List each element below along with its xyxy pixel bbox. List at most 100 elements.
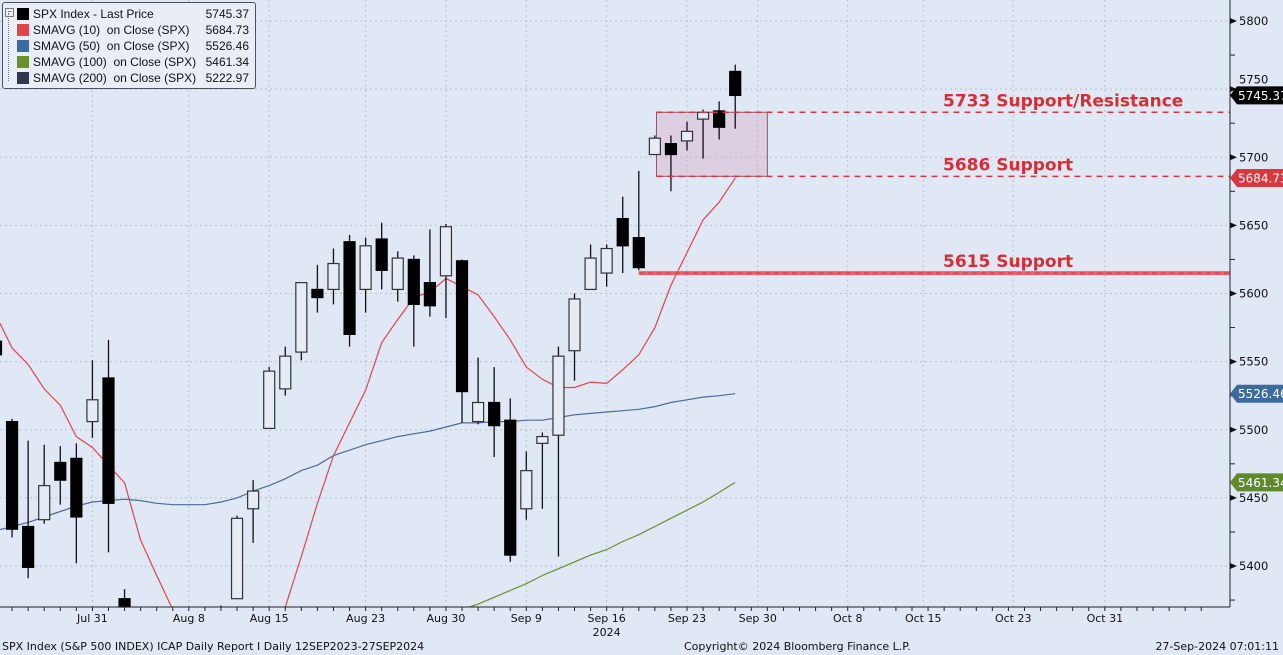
candle-down <box>713 110 726 128</box>
last-value-tag-text: 5745.37 <box>1238 89 1283 103</box>
x-tick-label: Sep 23 <box>668 612 706 625</box>
y-tick-label: 5500 <box>1239 423 1268 437</box>
legend-value: 5684.73 <box>205 23 249 37</box>
candle-down <box>616 217 629 247</box>
y-tick <box>1230 290 1237 297</box>
candle-up <box>552 355 565 436</box>
x-tick-label: Aug 30 <box>426 612 465 625</box>
legend-item: SPX Index - Last Price 5745.37 <box>17 6 251 22</box>
candle-down <box>664 143 678 156</box>
collapse-icon[interactable]: − <box>5 8 14 17</box>
y-tick-label: 5400 <box>1239 559 1268 573</box>
legend-item: SMAVG (50) on Close (SPX) 5526.46 <box>17 38 251 54</box>
y-tick <box>1230 494 1237 501</box>
candle-up <box>648 137 661 156</box>
legend-item: SMAVG (200) on Close (SPX) 5222.97 <box>17 70 251 86</box>
candlestick-chart: 5733 Support/Resistance 5686 Support 5615 … <box>0 0 1283 639</box>
candle-up <box>696 111 710 120</box>
legend: − SPX Index - Last Price 5745.37 SMAVG (10… <box>2 2 256 89</box>
candle-up <box>584 257 597 291</box>
x-tick-label: Sep 16 <box>588 612 626 625</box>
legend-label: SMAVG (100) on Close (SPX) <box>33 55 197 69</box>
candle-down <box>632 237 645 269</box>
y-tick-label: 5600 <box>1239 287 1268 301</box>
y-tick-label: 5450 <box>1239 491 1268 505</box>
legend-item: SMAVG (10) on Close (SPX) 5684.73 <box>17 22 251 38</box>
y-tick <box>1230 358 1237 365</box>
candle-down <box>118 598 131 608</box>
last-value-tag <box>1230 384 1283 403</box>
legend-label: SMAVG (200) on Close (SPX) <box>33 71 197 85</box>
legend-tree-lines <box>8 13 15 81</box>
y-tick-label: 5550 <box>1239 355 1268 369</box>
candle-up <box>86 399 99 423</box>
x-tick-label: Jul 31 <box>76 612 108 625</box>
candle-up <box>520 470 533 510</box>
legend-swatch <box>17 24 29 36</box>
x-tick-label: Aug 15 <box>250 612 289 625</box>
last-value-tag <box>1230 169 1283 188</box>
y-tick <box>1230 426 1237 433</box>
legend-item: SMAVG (100) on Close (SPX) 5461.34 <box>17 54 251 70</box>
candle-down <box>375 238 388 271</box>
candle-up <box>279 355 292 390</box>
candle-up <box>359 245 372 291</box>
candle-up <box>391 257 404 291</box>
x-tick-label: Aug 23 <box>346 612 385 625</box>
legend-swatch <box>17 8 29 20</box>
x-tick-label: Sep 9 <box>511 612 542 625</box>
y-tick <box>1230 86 1237 93</box>
gridlines <box>0 0 1230 607</box>
legend-value: 5222.97 <box>205 71 249 85</box>
candle-up <box>295 282 308 353</box>
legend-swatch <box>17 40 29 52</box>
candle-up <box>327 262 340 291</box>
candle-down <box>423 282 436 307</box>
candle-up <box>230 517 244 600</box>
x-tick-label: Oct 23 <box>995 612 1032 625</box>
candle-up <box>439 226 453 277</box>
y-tick <box>1230 222 1237 229</box>
candle-down <box>343 241 356 335</box>
candle-up <box>680 130 694 142</box>
candle-down <box>70 457 83 518</box>
last-value-tag-text: 5526.46 <box>1238 387 1283 401</box>
candle-down <box>22 525 35 568</box>
legend-label: SMAVG (10) on Close (SPX) <box>33 23 190 37</box>
x-tick-label: Oct 8 <box>833 612 863 625</box>
axes: 5400 5450 5500 5550 5600 5650 5700 5750 5800 Jul … <box>0 0 1283 639</box>
legend-swatch <box>17 56 29 68</box>
last-value-tag-text: 5461.34 <box>1238 476 1283 490</box>
y-tick <box>1230 18 1237 24</box>
candle-down <box>5 420 19 530</box>
y-tick-label: 5700 <box>1239 150 1268 164</box>
x-tick-label: Oct 31 <box>1087 612 1124 625</box>
footer-report-info: SPX Index (S&P 500 INDEX) ICAP Daily Rep… <box>2 640 425 653</box>
y-tick <box>1230 154 1237 161</box>
legend-value: 5526.46 <box>205 39 249 53</box>
candle-down <box>407 258 420 306</box>
candle-up <box>536 435 549 444</box>
legend-value: 5461.34 <box>205 55 249 69</box>
legend-label: SMAVG (50) on Close (SPX) <box>33 39 190 53</box>
candle-down <box>54 461 67 481</box>
y-tick-label: 5650 <box>1239 218 1268 232</box>
candle-down <box>488 401 501 427</box>
legend-swatch <box>17 72 29 84</box>
candle-up <box>472 401 485 423</box>
candle-up <box>247 490 260 510</box>
annotation-label: 5733 Support/Resistance <box>943 91 1183 111</box>
candle-down <box>102 377 115 504</box>
candle-down <box>311 288 324 299</box>
y-tick-label: 5800 <box>1239 14 1268 28</box>
candle-up <box>568 298 581 352</box>
candle-up <box>600 247 613 274</box>
y-tick <box>1230 563 1237 569</box>
footer-copyright: Copyright© 2024 Bloomberg Finance L.P. <box>684 640 911 653</box>
last-value-tag-text: 5684.73 <box>1238 172 1283 186</box>
x-tick-label: Sep 30 <box>739 612 777 625</box>
x-tick-label: Oct 15 <box>905 612 942 625</box>
legend-label: SPX Index - Last Price <box>33 7 154 21</box>
candle-up <box>263 370 276 429</box>
candle-down <box>0 340 3 356</box>
